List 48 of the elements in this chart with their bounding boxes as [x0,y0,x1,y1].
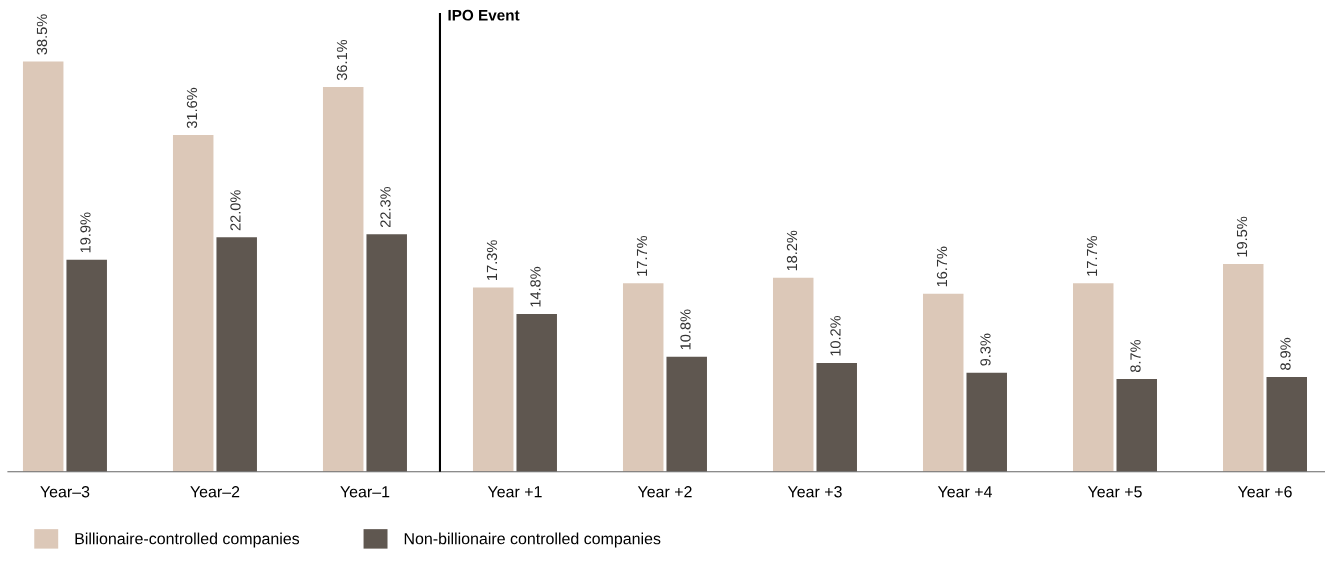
data-label: 31.6% [186,87,198,129]
data-label: 19.5% [1236,216,1248,257]
bar [966,372,1007,472]
x-tick-label: Year +5 [1087,486,1142,498]
data-label: 22.3% [380,186,391,228]
bar [66,259,107,472]
bar [816,363,857,472]
bar [1266,376,1307,472]
bar [322,87,364,472]
bar [622,283,664,472]
bar [772,277,814,472]
bar [516,314,557,472]
data-label: 16.7% [936,246,948,287]
bar [1072,283,1114,472]
data-label: 18.2% [786,230,798,271]
x-tick-label: Year +3 [787,486,842,498]
data-label: 17.7% [636,235,648,276]
text: IPO Event [448,9,520,21]
x-tick-label: Year +2 [637,486,692,498]
x-tick-label: Year–2 [190,486,240,498]
bar [172,135,214,472]
x-tick-label: Year–3 [40,486,90,498]
bar [216,237,257,472]
bar [666,356,707,472]
x-tick-label: Year +4 [937,486,992,498]
bar [922,293,964,472]
bar [1116,379,1157,472]
bar [366,234,407,472]
data-label: 38.5% [36,14,48,55]
x-tick-label: Year +1 [487,486,542,498]
legend-label: Non-billionaire controlled companies [404,532,661,548]
data-label: 22.0% [230,190,241,231]
data-label: 10.2% [830,315,841,356]
bar [472,287,514,472]
data-label: 10.8% [680,309,691,350]
bar [22,61,64,472]
x-tick-label: Year +6 [1237,486,1292,498]
data-label: 19.9% [80,212,91,253]
bar [1223,264,1264,472]
data-label: 17.7% [1086,235,1098,276]
legend-label: Billionaire-controlled companies [75,532,300,548]
data-label: 36.1% [336,39,348,81]
x-tick-label: Year–1 [340,486,390,498]
data-label: 8.7% [1130,339,1141,373]
data-label: 8.9% [1280,337,1291,370]
data-label: 14.8% [530,266,541,307]
data-label: 17.3% [486,240,498,280]
data-label: 9.3% [980,333,991,366]
